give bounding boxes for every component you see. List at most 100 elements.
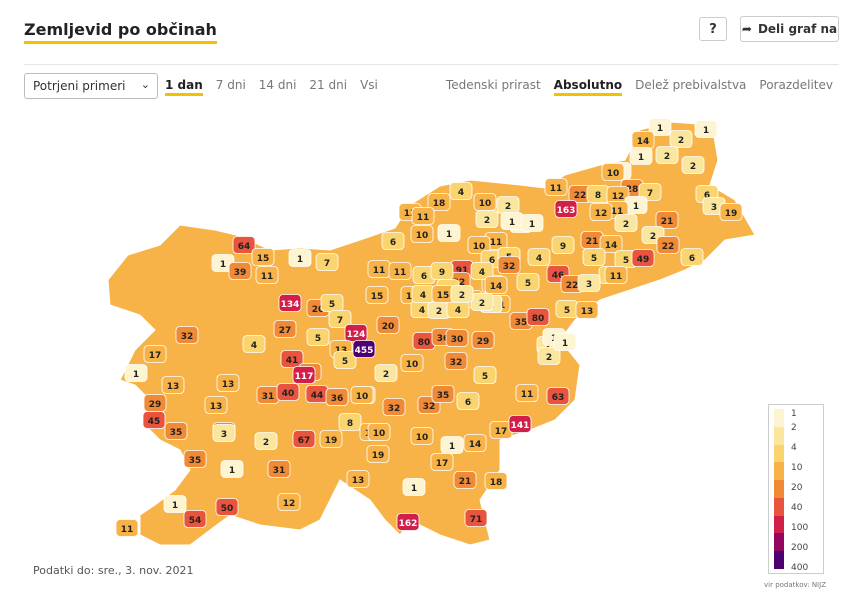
- tab-range-all[interactable]: Vsi: [360, 78, 378, 92]
- municipality-area[interactable]: [599, 235, 623, 253]
- municipality-area[interactable]: [280, 350, 304, 368]
- municipality-area[interactable]: [411, 207, 435, 225]
- municipality-area[interactable]: [526, 308, 550, 326]
- municipality[interactable]: 12: [277, 493, 301, 511]
- municipality-area[interactable]: [215, 498, 239, 516]
- municipality[interactable]: 11: [255, 266, 279, 284]
- municipality[interactable]: 1: [440, 436, 464, 454]
- municipality-area[interactable]: [631, 249, 655, 267]
- municipality[interactable]: 1: [629, 147, 653, 165]
- municipality-area[interactable]: [589, 203, 613, 221]
- municipality[interactable]: 13: [575, 301, 599, 319]
- municipality-area[interactable]: [544, 178, 568, 196]
- municipality[interactable]: 10: [601, 163, 625, 181]
- municipality[interactable]: 32: [175, 326, 199, 344]
- municipality-area[interactable]: [694, 120, 718, 138]
- municipality-area[interactable]: [516, 273, 540, 291]
- municipality[interactable]: 1: [211, 254, 235, 272]
- municipality-area[interactable]: [655, 211, 679, 229]
- municipality-area[interactable]: [338, 413, 362, 431]
- municipality[interactable]: 13: [216, 374, 240, 392]
- municipality[interactable]: 455: [352, 340, 376, 358]
- municipality-area[interactable]: [520, 214, 544, 232]
- municipality-area[interactable]: [553, 333, 577, 351]
- municipality[interactable]: 21: [453, 471, 477, 489]
- municipality-area[interactable]: [656, 236, 680, 254]
- municipality[interactable]: 29: [143, 394, 167, 412]
- municipality-area[interactable]: [232, 236, 256, 254]
- municipality-area[interactable]: [328, 310, 352, 328]
- municipality-area[interactable]: [204, 396, 228, 414]
- municipality[interactable]: 32: [444, 352, 468, 370]
- municipality[interactable]: 1: [220, 460, 244, 478]
- municipality[interactable]: 1: [553, 333, 577, 351]
- municipality-area[interactable]: [251, 248, 275, 266]
- municipality-area[interactable]: [680, 248, 704, 266]
- municipality[interactable]: 1: [402, 478, 426, 496]
- municipality-area[interactable]: [319, 430, 343, 448]
- municipality[interactable]: 17: [430, 453, 454, 471]
- municipality[interactable]: 67: [292, 430, 316, 448]
- municipality[interactable]: 2: [669, 130, 693, 148]
- municipality[interactable]: 1: [163, 495, 187, 513]
- municipality-area[interactable]: [220, 460, 244, 478]
- municipality[interactable]: 29: [471, 331, 495, 349]
- municipality[interactable]: 40: [276, 383, 300, 401]
- municipality-area[interactable]: [577, 274, 601, 292]
- municipality[interactable]: 80: [526, 308, 550, 326]
- municipality[interactable]: 39: [228, 262, 252, 280]
- municipality[interactable]: 2: [655, 146, 679, 164]
- municipality[interactable]: 64: [232, 236, 256, 254]
- municipality-area[interactable]: [352, 340, 376, 358]
- municipality-area[interactable]: [497, 256, 521, 274]
- municipality[interactable]: 19: [719, 203, 743, 221]
- municipality[interactable]: 15: [365, 286, 389, 304]
- municipality[interactable]: 18: [484, 472, 508, 490]
- municipality[interactable]: 1: [437, 224, 461, 242]
- municipality[interactable]: 4: [242, 335, 266, 353]
- municipality[interactable]: 18: [427, 193, 451, 211]
- municipality[interactable]: 2: [450, 285, 474, 303]
- municipality[interactable]: 6: [456, 392, 480, 410]
- municipality-area[interactable]: [537, 347, 561, 365]
- municipality-area[interactable]: [546, 387, 570, 405]
- tab-distribution[interactable]: Porazdelitev: [759, 78, 833, 92]
- municipality-area[interactable]: [115, 519, 139, 537]
- tab-population-share[interactable]: Delež prebivalstva: [635, 78, 747, 92]
- municipality[interactable]: 10: [400, 354, 424, 372]
- municipality-area[interactable]: [575, 301, 599, 319]
- municipality[interactable]: 5: [516, 273, 540, 291]
- municipality-area[interactable]: [277, 493, 301, 511]
- municipality[interactable]: 11: [544, 178, 568, 196]
- municipality-area[interactable]: [655, 146, 679, 164]
- municipality[interactable]: 5: [333, 351, 357, 369]
- municipality-area[interactable]: [444, 352, 468, 370]
- municipality-area[interactable]: [315, 253, 339, 271]
- municipality-area[interactable]: [554, 200, 578, 218]
- municipality[interactable]: 32: [382, 398, 406, 416]
- municipality[interactable]: 17: [143, 345, 167, 363]
- municipality[interactable]: 10: [350, 386, 374, 404]
- municipality[interactable]: 36: [325, 388, 349, 406]
- municipality[interactable]: 6: [381, 232, 405, 250]
- municipality-area[interactable]: [278, 294, 302, 312]
- slovenia-municipality-map[interactable]: 1121421211028763191122163812111122112222…: [0, 110, 861, 560]
- municipality[interactable]: 2: [614, 214, 638, 232]
- municipality[interactable]: 49: [631, 249, 655, 267]
- municipality-area[interactable]: [388, 262, 412, 280]
- municipality[interactable]: 31: [256, 386, 280, 404]
- municipality[interactable]: 7: [638, 183, 662, 201]
- municipality-area[interactable]: [430, 453, 454, 471]
- municipality-area[interactable]: [346, 470, 370, 488]
- municipality[interactable]: 163: [554, 200, 578, 218]
- municipality[interactable]: 63: [546, 387, 570, 405]
- municipality[interactable]: 5: [306, 328, 330, 346]
- municipality[interactable]: 5: [555, 300, 579, 318]
- municipality[interactable]: 2: [470, 293, 494, 311]
- municipality-area[interactable]: [464, 509, 488, 527]
- municipality-area[interactable]: [143, 345, 167, 363]
- municipality-area[interactable]: [449, 182, 473, 200]
- municipality-area[interactable]: [437, 224, 461, 242]
- municipality-area[interactable]: [163, 495, 187, 513]
- municipality[interactable]: 11: [515, 384, 539, 402]
